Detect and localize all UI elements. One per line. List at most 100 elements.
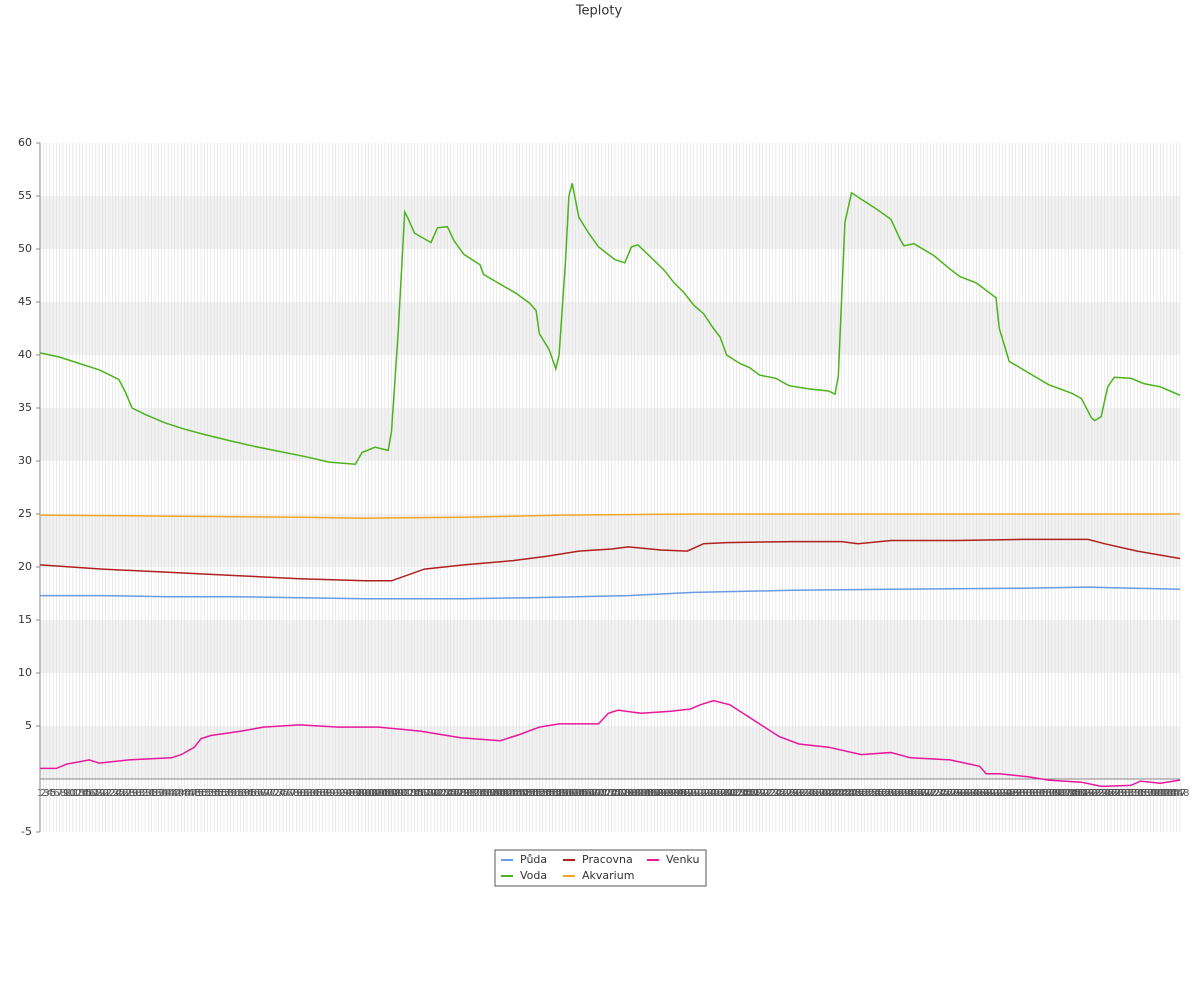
x-tick-label: 106 [375, 788, 394, 799]
x-tick-label: 24 [109, 788, 122, 799]
x-tick-label: 318 [1072, 788, 1091, 799]
x-tick-label: 233 [793, 788, 812, 799]
x-tick-label: 173 [596, 788, 615, 799]
x-tick-label: 137 [477, 788, 496, 799]
x-tick-label: 188 [645, 788, 664, 799]
x-tick-label: 269 [911, 788, 930, 799]
x-tick-label: 46 [181, 788, 194, 799]
x-tick-label: 203 [694, 788, 713, 799]
x-tick-label: 336 [1131, 788, 1150, 799]
x-tick-label: 260 [881, 788, 900, 799]
x-tick-label: 128 [448, 788, 467, 799]
x-tick-label: 88 [319, 788, 332, 799]
x-tick-label: 206 [704, 788, 723, 799]
x-tick-label: 340 [1144, 788, 1163, 799]
x-tick-label: 219 [747, 788, 766, 799]
x-tick-label: 30 [129, 788, 142, 799]
x-tick-label: 234 [796, 788, 815, 799]
x-tick-label: 141 [490, 788, 509, 799]
x-tick-label: 224 [763, 788, 782, 799]
x-tick-label: 112 [395, 788, 414, 799]
x-tick-label: 65 [244, 788, 257, 799]
x-tick-label: 305 [1029, 788, 1048, 799]
x-tick-label: 245 [832, 788, 851, 799]
x-tick-label: 36 [149, 788, 162, 799]
legend-label: Pracovna [582, 853, 633, 866]
x-tick-label: 55 [211, 788, 224, 799]
x-tick-label: 326 [1098, 788, 1117, 799]
x-tick-label: 103 [366, 788, 385, 799]
x-tick-label: 8 [60, 788, 66, 799]
x-tick-label: 328 [1105, 788, 1124, 799]
series-line [39, 538, 1181, 582]
x-tick-label: 26 [116, 788, 129, 799]
x-tick-label: 183 [628, 788, 647, 799]
x-tick-label: 62 [234, 788, 247, 799]
legend-box [494, 849, 707, 887]
x-tick-label: 17 [86, 788, 99, 799]
x-tick-label: 77 [283, 788, 296, 799]
x-tick-label: 136 [474, 788, 493, 799]
x-tick-label: 322 [1085, 788, 1104, 799]
x-tick-label: 198 [678, 788, 697, 799]
x-tick-label: 176 [605, 788, 624, 799]
x-tick-label: 138 [481, 788, 500, 799]
x-tick-label: 290 [980, 788, 999, 799]
x-tick-label: 83 [303, 788, 316, 799]
x-tick-label: 84 [306, 788, 319, 799]
x-tick-label: 216 [737, 788, 756, 799]
x-tick-label: 329 [1108, 788, 1127, 799]
x-tick-label: 289 [977, 788, 996, 799]
y-tick-label: -5 [21, 825, 32, 838]
x-tick-label: 168 [579, 788, 598, 799]
x-tick-label: 310 [1046, 788, 1065, 799]
x-tick-label: 129 [451, 788, 470, 799]
x-tick-label: 153 [530, 788, 549, 799]
x-tick-label: 238 [809, 788, 828, 799]
x-tick-label: 71 [264, 788, 277, 799]
x-tick-label: 2 [40, 788, 46, 799]
x-tick-label: 113 [398, 788, 417, 799]
x-tick-label: 223 [760, 788, 779, 799]
grid-band [40, 620, 1180, 673]
x-tick-label: 294 [993, 788, 1012, 799]
x-tick-label: 341 [1147, 788, 1166, 799]
x-tick-label: 164 [566, 788, 585, 799]
x-tick-label: 5 [50, 788, 56, 799]
x-tick-label: 132 [461, 788, 480, 799]
x-tick-label: 255 [865, 788, 884, 799]
x-tick-label: 43 [172, 788, 185, 799]
x-tick-label: 145 [504, 788, 523, 799]
x-tick-label: 252 [855, 788, 874, 799]
x-tick-label: 140 [487, 788, 506, 799]
x-tick-label: 144 [500, 788, 519, 799]
x-tick-label: 11 [66, 788, 79, 799]
x-tick-label: 163 [563, 788, 582, 799]
x-tick-label: 344 [1157, 788, 1176, 799]
x-tick-label: 266 [901, 788, 920, 799]
x-tick-label: 105 [372, 788, 391, 799]
x-tick-label: 150 [520, 788, 539, 799]
x-tick-label: 125 [438, 788, 457, 799]
x-tick-label: 7 [57, 788, 63, 799]
x-tick-label: 327 [1101, 788, 1120, 799]
x-tick-label: 215 [734, 788, 753, 799]
x-tick-label: 189 [648, 788, 667, 799]
x-tick-label: 275 [931, 788, 950, 799]
x-tick-label: 256 [868, 788, 887, 799]
x-tick-label: 343 [1154, 788, 1173, 799]
x-tick-label: 87 [316, 788, 329, 799]
x-tick-label: 19 [93, 788, 106, 799]
x-tick-label: 194 [665, 788, 684, 799]
x-tick-label: 261 [885, 788, 904, 799]
x-tick-label: 171 [589, 788, 608, 799]
x-tick-label: 321 [1082, 788, 1101, 799]
x-tick-label: 107 [379, 788, 398, 799]
x-tick-label: 320 [1078, 788, 1097, 799]
x-tick-label: 90 [326, 788, 339, 799]
x-tick-label: 95 [342, 788, 355, 799]
x-tick-label: 297 [1003, 788, 1022, 799]
x-tick-label: 96 [346, 788, 359, 799]
x-tick-label: 263 [891, 788, 910, 799]
